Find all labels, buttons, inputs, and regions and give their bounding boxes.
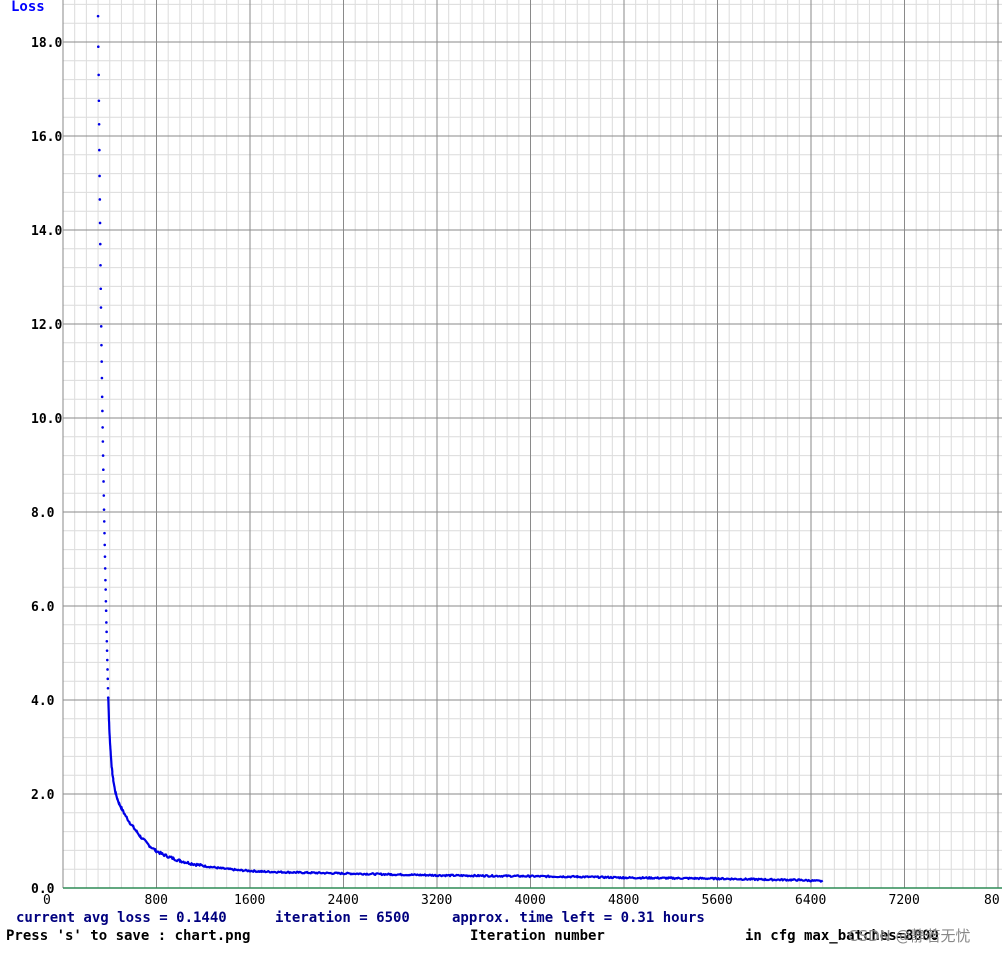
x-tick-label: 7200	[889, 893, 920, 908]
status-time-left: approx. time left = 0.31 hours	[452, 910, 705, 926]
loss-point	[105, 630, 108, 634]
loss-point	[98, 242, 102, 246]
y-tick-label: 2.0	[31, 788, 55, 803]
loss-point	[101, 426, 104, 429]
loss-point	[101, 409, 104, 413]
loss-point	[101, 454, 105, 457]
loss-point	[104, 588, 107, 591]
y-tick-label: 18.0	[31, 36, 62, 51]
loss-point	[103, 567, 107, 570]
x-tick-label: 6400	[795, 893, 826, 908]
loss-point	[97, 73, 100, 77]
x-tick-label: 4000	[515, 893, 546, 908]
loss-point	[104, 600, 108, 603]
loss-curve	[107, 697, 824, 883]
loss-point	[96, 14, 100, 18]
x-axis-title: Iteration number	[470, 928, 605, 944]
y-tick-label: 16.0	[31, 130, 62, 145]
loss-point	[99, 325, 103, 328]
loss-point	[104, 578, 107, 582]
loss-point	[98, 174, 101, 178]
y-tick-label: 6.0	[31, 600, 55, 615]
x-tick-label: 3200	[421, 893, 452, 908]
loss-point	[105, 639, 109, 643]
loss-point	[97, 99, 101, 103]
loss-point	[99, 306, 103, 309]
y-tick-label: 12.0	[31, 318, 62, 333]
loss-point	[102, 494, 106, 497]
y-tick-label: 8.0	[31, 506, 55, 521]
loss-point	[106, 677, 110, 681]
save-hint: Press 's' to save : chart.png	[6, 928, 250, 944]
loss-point	[100, 395, 104, 399]
x-tick-label: 5600	[702, 893, 733, 908]
y-tick-label: 4.0	[31, 694, 55, 709]
minor-grid	[63, 0, 1002, 888]
loss-point	[103, 531, 106, 535]
y-tick-label: 0.0	[31, 882, 55, 897]
loss-point	[102, 480, 105, 483]
loss-point	[98, 221, 102, 225]
loss-point	[98, 148, 101, 152]
x-tick-label: 0	[43, 893, 51, 908]
loss-point	[103, 543, 107, 547]
cfg-max-batches: in cfg max_batches=8000	[745, 928, 939, 944]
loss-point	[99, 263, 102, 267]
loss-point	[97, 122, 101, 126]
status-iteration: iteration = 6500	[275, 910, 410, 926]
x-tick-label: 1600	[234, 893, 265, 908]
loss-series	[96, 14, 824, 883]
y-tick-label: 14.0	[31, 224, 62, 239]
loss-point	[99, 287, 103, 291]
x-tick-label: 4800	[608, 893, 639, 908]
y-axis-title: Loss	[11, 0, 45, 15]
watermark: CSDN @静若无忧	[848, 927, 971, 945]
loss-point	[102, 508, 106, 511]
x-axis-ticks: 0 800 1600 2400 3200 4000 4800 5600 6400 7200 80	[43, 893, 1000, 908]
loss-point	[104, 609, 108, 612]
loss-point	[102, 468, 105, 472]
x-tick-label: 2400	[328, 893, 359, 908]
loss-point	[96, 45, 100, 48]
status-avg-loss: current avg loss = 0.1440	[16, 910, 227, 926]
loss-point	[103, 555, 107, 558]
loss-point	[98, 198, 102, 201]
loss-point	[105, 658, 109, 662]
loss-point	[101, 440, 105, 443]
loss-point	[100, 360, 103, 363]
loss-point	[105, 649, 109, 652]
loss-point	[106, 668, 109, 671]
loss-point	[106, 686, 110, 690]
loss-point	[102, 520, 106, 523]
x-tick-label: 800	[145, 893, 168, 908]
loss-point	[100, 343, 103, 347]
y-tick-label: 10.0	[31, 412, 62, 427]
loss-point	[100, 376, 104, 380]
x-tick-label: 80	[984, 893, 1000, 908]
loss-point	[105, 621, 108, 624]
y-axis-ticks: 0.0 2.0 4.0 6.0 8.0 10.0 12.0 14.0 16.0 18.0	[31, 36, 62, 897]
